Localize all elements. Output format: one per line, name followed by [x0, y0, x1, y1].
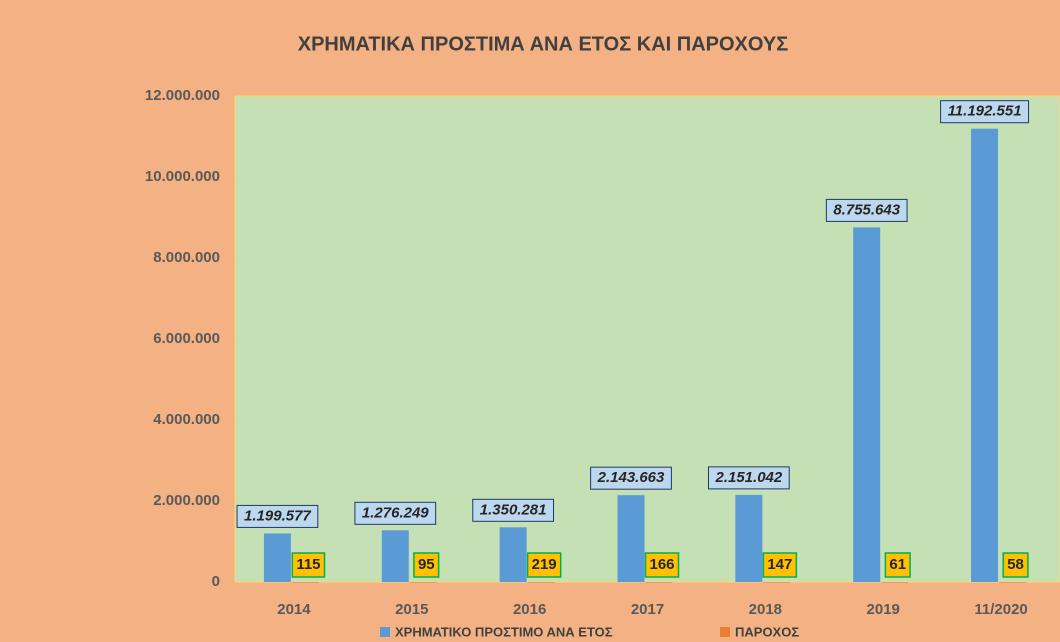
plot-area [234, 95, 1060, 583]
bar [527, 581, 555, 583]
data-label-box [236, 504, 319, 528]
data-label: 2.143.663 [597, 469, 665, 486]
data-label-box [940, 100, 1030, 124]
data-label: 1.276.249 [362, 504, 429, 521]
x-tick-label: 2017 [631, 601, 664, 618]
data-label-box [644, 552, 680, 578]
data-label-box [1002, 552, 1029, 578]
x-tick-label: 2019 [867, 601, 900, 618]
y-tick-label: 12.000.000 [145, 87, 220, 104]
data-label: 61 [889, 556, 906, 573]
chart-title: ΧΡΗΜΑΤΙΚΑ ΠΡΟΣΤΙΜΑ ΑΝΑ ΕΤΟΣ ΚΑΙ ΠΑΡΟΧΟΥΣ [298, 33, 788, 55]
data-label-box [884, 552, 911, 578]
data-label-box [590, 466, 672, 490]
legend-label: ΧΡΗΜΑΤΙΚΟ ΠΡΟΣΤΙΜΟ ΑΝΑ ΕΤΟΣ [395, 624, 613, 639]
data-label-box [354, 501, 437, 525]
x-tick-label: 2018 [749, 601, 782, 618]
data-label: 166 [649, 556, 674, 573]
y-tick-label: 4.000.000 [153, 411, 220, 428]
data-label: 11.192.551 [948, 103, 1022, 120]
data-label-box [291, 552, 326, 578]
y-tick-label: 2.000.000 [153, 492, 220, 509]
bar [853, 227, 881, 582]
data-label: 8.755.643 [833, 201, 900, 218]
data-label: 95 [418, 556, 435, 573]
bar [999, 581, 1027, 583]
legend-label: ΠΑΡΟΧΟΣ [735, 624, 799, 639]
bar [291, 581, 319, 583]
legend-swatch [380, 627, 390, 637]
legend-swatch [720, 627, 730, 637]
bar [735, 494, 763, 582]
bar [263, 533, 291, 582]
bar [971, 128, 999, 582]
data-label: 2.151.042 [714, 469, 782, 486]
x-tick-label: 11/2020 [974, 601, 1027, 618]
y-tick-label: 6.000.000 [153, 330, 220, 347]
bar [381, 530, 409, 582]
data-label-box [526, 552, 562, 578]
x-tick-label: 2014 [277, 601, 311, 618]
data-label: 115 [296, 556, 320, 573]
data-label: 1.199.577 [244, 507, 311, 524]
bar [409, 581, 437, 583]
data-label: 147 [767, 556, 792, 573]
y-tick-label: 0 [212, 573, 220, 590]
data-label-box [707, 466, 790, 490]
data-label: 219 [532, 556, 557, 573]
data-label: 58 [1007, 556, 1024, 573]
data-label-box [762, 552, 798, 578]
y-tick-label: 10.000.000 [145, 168, 220, 185]
x-tick-label: 2016 [513, 601, 546, 618]
bar [499, 527, 527, 582]
data-label-box [825, 198, 908, 222]
bar [645, 581, 673, 583]
y-tick-label: 8.000.000 [153, 249, 220, 266]
bar [881, 581, 909, 583]
x-tick-label: 2015 [395, 601, 428, 618]
data-label-box [472, 498, 555, 522]
data-label-box [413, 552, 440, 578]
bar [763, 581, 791, 583]
data-label: 1.350.281 [480, 501, 547, 518]
bar [617, 495, 645, 582]
